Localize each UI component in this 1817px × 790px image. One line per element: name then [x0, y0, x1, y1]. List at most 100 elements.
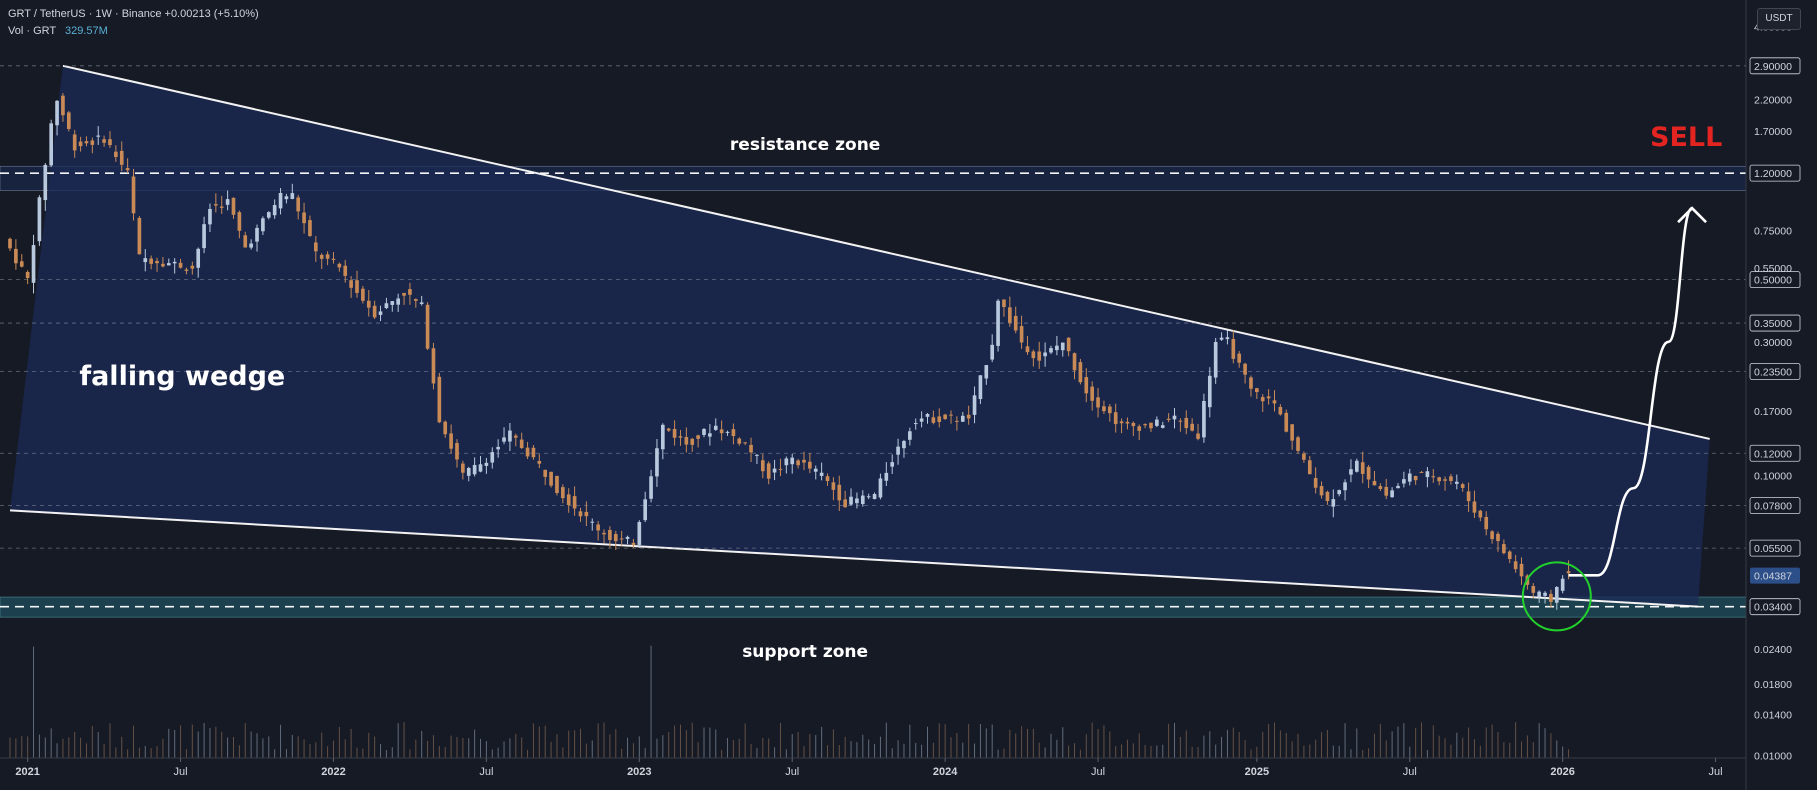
candle-body: [472, 464, 477, 475]
candle-body: [378, 311, 383, 315]
volume-bar: [1150, 745, 1152, 758]
candle-body: [1072, 353, 1077, 371]
candle-body: [860, 495, 865, 505]
volume-bar: [138, 747, 140, 758]
volume-bar: [756, 748, 758, 758]
time-axis-label: 2022: [321, 766, 345, 778]
volume-bar: [1074, 743, 1076, 758]
candle-body: [978, 375, 983, 400]
volume-bar: [33, 646, 35, 758]
candle-body: [178, 262, 183, 268]
candle-body: [202, 224, 206, 249]
volume-bar: [1026, 728, 1028, 758]
volume-bar: [803, 746, 805, 758]
price-axis-label: 0.10000: [1754, 470, 1792, 482]
volume-bar: [1097, 728, 1099, 758]
volume-bar: [856, 742, 858, 758]
candle-body: [366, 300, 371, 308]
candle-body: [49, 123, 53, 166]
volume-bar: [885, 722, 887, 758]
candle-body: [337, 263, 342, 268]
candle-body: [1125, 421, 1130, 424]
volume-bar: [456, 736, 458, 758]
candle-body: [1402, 479, 1406, 484]
candle-body: [1331, 499, 1336, 507]
price-level-tag: [1749, 497, 1801, 515]
volume-bar: [27, 736, 29, 758]
candle-body: [513, 435, 518, 438]
candle-body: [1166, 418, 1171, 420]
symbol-pair[interactable]: GRT / TetherUS · 1W · Binance: [8, 8, 162, 20]
volume-bar: [21, 736, 23, 758]
volume-bar: [133, 725, 135, 758]
volume-bar: [474, 729, 476, 758]
candle-body: [1554, 587, 1559, 603]
volume-bar: [962, 742, 964, 758]
volume-bar: [1185, 730, 1187, 758]
volume-bar: [550, 741, 552, 758]
volume-bar: [162, 738, 164, 758]
candle-body: [1084, 377, 1089, 394]
volume-bar: [1503, 742, 1505, 758]
price-axis-label: 1.20000: [1754, 168, 1792, 180]
candle-body: [1307, 460, 1312, 475]
volume-bar: [480, 738, 482, 758]
volume-bar: [468, 738, 470, 758]
candle-body: [1049, 348, 1053, 353]
volume-bar: [585, 743, 587, 758]
volume-bar: [744, 723, 746, 758]
volume-bar: [879, 736, 881, 758]
candle-body: [1449, 476, 1453, 481]
volume-bar: [191, 724, 193, 758]
candle-body: [372, 305, 377, 318]
volume-bar: [209, 727, 211, 758]
volume-bar: [1079, 749, 1081, 758]
volume-bar: [1015, 733, 1017, 758]
currency-badge[interactable]: USDT: [1757, 8, 1801, 30]
candle-body: [908, 431, 912, 440]
volume-bar: [697, 742, 699, 758]
candle-body: [361, 288, 365, 301]
candle-body: [355, 280, 359, 293]
candle-body: [831, 482, 836, 490]
candle-body: [1490, 531, 1494, 540]
candle-body: [413, 299, 418, 301]
candle-body: [1137, 426, 1142, 431]
candle-body: [1466, 491, 1471, 502]
candle-body: [1384, 486, 1389, 496]
candle-body: [455, 443, 459, 460]
volume-bar: [656, 738, 658, 758]
volume-bar: [909, 724, 911, 758]
candle-body: [743, 442, 747, 444]
volume-bar: [1350, 749, 1352, 758]
price-level-tag: [1749, 164, 1801, 182]
candle-body: [590, 521, 595, 523]
volume-bar: [1174, 722, 1176, 758]
candle-body: [290, 193, 295, 199]
candle-body: [208, 208, 212, 225]
candle-body: [1107, 406, 1112, 414]
candle-body: [525, 447, 530, 457]
candle-body: [625, 536, 630, 539]
volume-bar: [227, 737, 229, 758]
volume-bar: [568, 730, 570, 758]
volume-bar: [1485, 727, 1487, 758]
volume-bar: [185, 749, 187, 758]
candle-body: [902, 441, 906, 449]
volume-label[interactable]: Vol · GRT: [8, 25, 56, 37]
candle-body: [572, 496, 577, 509]
volume-bar: [591, 740, 593, 758]
volume-bar: [1362, 749, 1364, 758]
candle-body: [255, 227, 259, 242]
candle-body: [31, 245, 36, 283]
time-axis-label: 2021: [15, 766, 39, 778]
candle-body: [913, 423, 918, 425]
volume-bar: [1391, 731, 1393, 758]
volume-bar: [891, 748, 893, 758]
candle-body: [1337, 490, 1342, 495]
volume-bar: [1203, 735, 1205, 758]
candle-body: [649, 476, 653, 499]
candle-body: [561, 487, 565, 499]
volume-bar: [691, 722, 693, 758]
